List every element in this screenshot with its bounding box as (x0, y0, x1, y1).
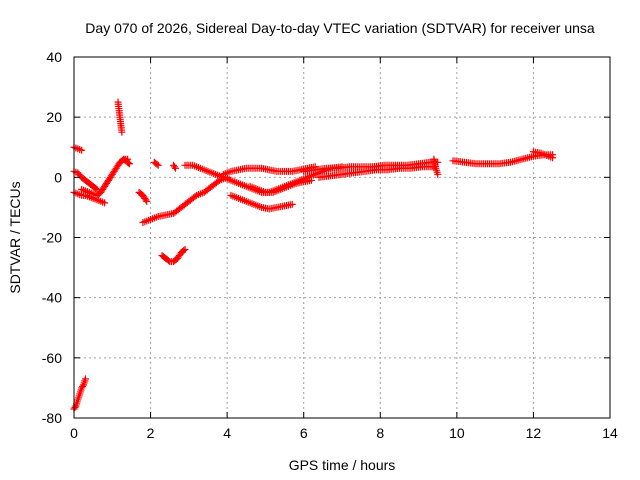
data-point (171, 163, 178, 171)
data-series (150, 158, 162, 169)
data-point (154, 161, 162, 169)
y-tick-label: 40 (46, 49, 62, 65)
data-series (227, 191, 296, 213)
y-axis-label: SDTVAR / TECUs (7, 181, 23, 293)
data-point (549, 154, 557, 162)
data-series (114, 98, 126, 136)
data-point (181, 246, 189, 254)
data-series (70, 143, 86, 154)
y-tick-label: 20 (46, 109, 62, 125)
data-point (288, 200, 296, 208)
ticks: 0 2 4 6 8 10 12 14 -80 -60 -40 -20 0 20 40 (42, 49, 618, 441)
data-series (315, 163, 438, 181)
data-series (158, 246, 189, 266)
data-point (101, 199, 109, 207)
x-tick-label: 6 (300, 425, 308, 441)
data-series (78, 155, 132, 199)
data-point (164, 257, 172, 265)
data-point (92, 184, 100, 192)
x-axis-label: GPS time / hours (289, 457, 396, 473)
x-tick-label: 2 (147, 425, 155, 441)
data-series (529, 148, 557, 162)
data-series (430, 155, 442, 178)
data-series (139, 173, 231, 226)
data-point (180, 247, 188, 255)
x-tick-label: 12 (526, 425, 542, 441)
data-point (307, 176, 315, 184)
data-point (434, 170, 442, 178)
data-point (78, 146, 86, 154)
data-series (135, 188, 151, 205)
x-tick-label: 10 (449, 425, 465, 441)
x-tick-label: 14 (602, 425, 618, 441)
data-series (246, 176, 315, 196)
data-point (79, 382, 87, 390)
chart-title: Day 070 of 2026, Sidereal Day-to-day VTE… (85, 20, 595, 36)
x-tick-label: 8 (376, 425, 384, 441)
data-series (120, 155, 134, 168)
y-tick-label: 0 (54, 169, 62, 185)
y-tick-label: -60 (42, 350, 62, 366)
data-series (70, 375, 89, 413)
data-series (70, 167, 101, 193)
data-point (143, 197, 151, 205)
data-point (118, 128, 126, 136)
data-marks (70, 98, 557, 413)
y-tick-label: -20 (42, 230, 62, 246)
data-point (81, 375, 89, 383)
data-point (142, 196, 150, 204)
grid (74, 57, 610, 418)
data-point (171, 164, 179, 172)
x-tick-label: 0 (70, 425, 78, 441)
y-tick-label: -40 (42, 290, 62, 306)
data-point (125, 159, 133, 167)
y-tick-label: -80 (42, 410, 62, 426)
x-tick-label: 4 (223, 425, 231, 441)
data-point (126, 160, 134, 168)
data-series (170, 161, 179, 172)
data-point (153, 160, 161, 168)
data-point (71, 403, 79, 411)
